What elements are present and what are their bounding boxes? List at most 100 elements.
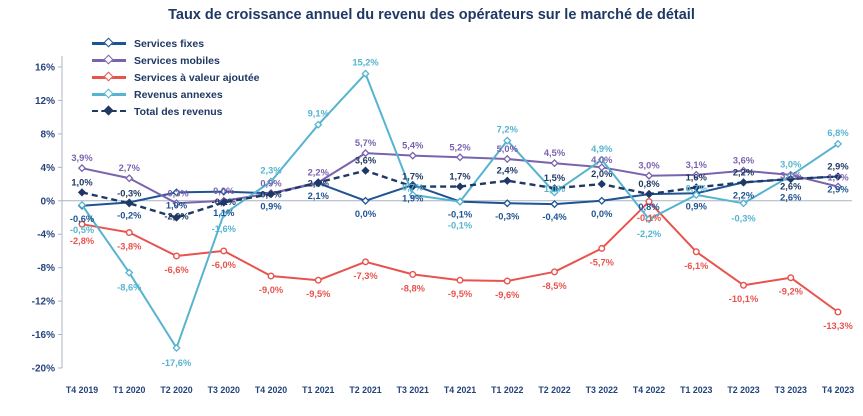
data-label: 2,4% <box>497 166 519 176</box>
data-label: -9,5% <box>448 289 473 299</box>
chart-title: Taux de croissance annuel du revenu des … <box>168 7 695 23</box>
data-label: 3,6% <box>733 156 755 166</box>
data-point <box>786 174 795 184</box>
data-point <box>314 178 323 187</box>
data-label: 0,7% <box>686 183 708 193</box>
data-label: -0,1% <box>448 221 473 231</box>
data-label: 15,2% <box>352 58 379 68</box>
data-point <box>787 274 795 282</box>
data-label: -1,6% <box>212 224 237 234</box>
x-tick-label: T4 2020 <box>255 385 287 395</box>
data-label: 3,1% <box>780 171 802 181</box>
data-point <box>125 174 134 183</box>
data-label: 0,0% <box>591 209 613 219</box>
data-point <box>550 159 559 168</box>
y-tick-label: -12% <box>32 297 55 308</box>
data-point <box>219 210 228 219</box>
data-label: 5,0% <box>497 144 519 154</box>
data-point <box>172 188 181 197</box>
line-marker-icon <box>92 54 126 67</box>
data-label: -10,1% <box>729 294 759 304</box>
data-point <box>172 252 180 260</box>
data-label: -9,5% <box>306 289 331 299</box>
legend-label: Services fixes <box>134 37 205 50</box>
data-point <box>408 190 417 200</box>
data-point <box>503 136 512 145</box>
data-point <box>692 190 701 200</box>
x-tick-label: T1 2023 <box>680 385 712 395</box>
data-label: -0,1% <box>448 210 473 220</box>
x-tick-label: T3 2023 <box>775 385 807 395</box>
data-label: 2,9% <box>827 162 849 172</box>
data-label: 3,0% <box>780 160 802 170</box>
data-label: 4,5% <box>544 148 566 158</box>
data-label: 2,6% <box>780 182 802 192</box>
data-label: -3,8% <box>117 242 142 252</box>
data-point <box>362 258 370 266</box>
data-label: -8,5% <box>542 281 567 291</box>
data-point <box>503 199 512 208</box>
data-point <box>266 177 276 186</box>
data-point <box>503 176 512 185</box>
data-point <box>597 163 606 172</box>
data-point <box>833 139 843 149</box>
data-label: 1,0% <box>544 184 566 194</box>
data-label: -0,2% <box>212 197 237 207</box>
data-label: 0,8% <box>638 179 660 189</box>
data-label: 2,2% <box>308 167 330 177</box>
data-label: -8,8% <box>401 283 426 293</box>
legend-label: Services à valeur ajoutée <box>134 71 260 84</box>
data-point <box>456 276 464 284</box>
data-label: 1,9% <box>402 194 424 204</box>
data-label: 7,2% <box>497 125 519 135</box>
line-marker-icon <box>92 105 126 118</box>
data-label: -9,2% <box>779 287 804 297</box>
data-point <box>219 198 228 207</box>
x-tick-label: T3 2021 <box>397 385 429 395</box>
data-point <box>408 182 417 191</box>
data-point <box>125 199 134 208</box>
legend-label: Total des revenus <box>134 105 223 118</box>
line-marker-icon <box>92 71 126 84</box>
data-label: 2,9% <box>827 185 849 195</box>
data-point <box>455 182 465 191</box>
data-label: 2,2% <box>733 190 755 200</box>
data-point <box>550 184 559 193</box>
data-label: 2,2% <box>733 167 755 177</box>
data-point <box>645 198 653 206</box>
data-point <box>597 179 606 189</box>
data-point <box>644 171 654 180</box>
x-tick-label: T2 2021 <box>349 385 381 395</box>
x-tick-label: T2 2022 <box>538 385 570 395</box>
data-label: 1,7% <box>827 173 849 183</box>
data-point <box>739 178 748 187</box>
data-point <box>834 308 842 316</box>
data-point <box>266 189 276 199</box>
data-point <box>597 155 606 164</box>
y-tick-label: 4% <box>41 163 56 174</box>
data-label: -6,0% <box>212 260 237 270</box>
data-point <box>550 200 559 209</box>
legend-item-services-fixes: Services fixes <box>92 37 260 50</box>
data-label: 6,8% <box>827 128 849 138</box>
data-label: 2,2% <box>308 178 330 188</box>
data-label: 1,6% <box>686 172 708 182</box>
data-label: 2,6% <box>780 193 802 203</box>
y-tick-label: -8% <box>37 263 55 274</box>
data-point <box>361 69 370 78</box>
data-point <box>503 154 512 164</box>
x-tick-label: T2 2023 <box>727 385 759 395</box>
x-tick-label: T3 2022 <box>586 385 618 395</box>
data-label: -0,2% <box>117 210 142 220</box>
data-label: 2,0% <box>591 169 613 179</box>
data-point <box>77 200 87 210</box>
data-label: 3,6% <box>355 156 377 166</box>
data-point <box>314 120 323 129</box>
data-label: -7,3% <box>353 271 378 281</box>
data-label: 1,7% <box>402 172 424 182</box>
x-tick-label: T4 2019 <box>66 385 98 395</box>
data-label: -0,3% <box>731 213 756 223</box>
data-label: 0,8% <box>260 189 282 199</box>
y-tick-label: -16% <box>32 330 55 341</box>
data-label: 1,0% <box>166 200 188 210</box>
